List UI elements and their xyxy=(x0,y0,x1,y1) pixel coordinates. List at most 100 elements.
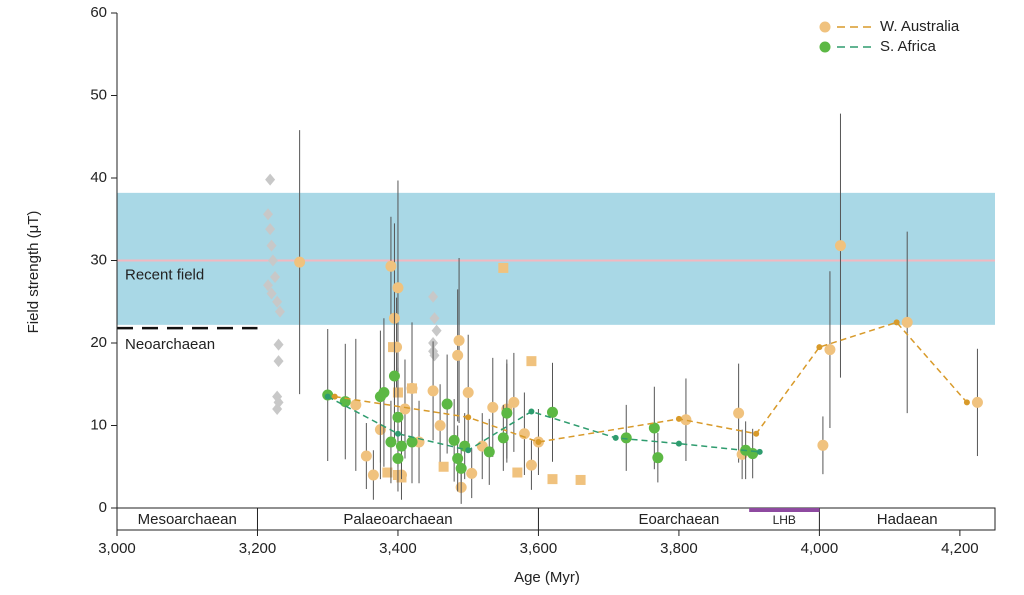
y-tick-label: 30 xyxy=(90,251,107,268)
circle-point xyxy=(452,349,464,361)
circle-point xyxy=(448,434,460,446)
x-tick-label: 4,000 xyxy=(801,540,839,557)
circle-point xyxy=(462,387,474,398)
square-point xyxy=(547,474,558,485)
trend-point xyxy=(756,448,763,455)
circle-point xyxy=(395,440,407,452)
trend-point xyxy=(675,415,682,422)
y-tick-label: 40 xyxy=(90,169,107,186)
square-point xyxy=(498,262,509,273)
trend-point xyxy=(675,440,682,447)
x-tick-label: 3,400 xyxy=(379,540,417,557)
lhb-bar xyxy=(749,508,820,512)
circle-point xyxy=(648,422,660,434)
recent-field-label: Recent field xyxy=(125,266,204,283)
epoch-label: Palaeoarchaean xyxy=(343,511,452,528)
lhb-label: LHB xyxy=(773,513,796,527)
legend-marker xyxy=(819,21,831,33)
y-tick-label: 10 xyxy=(90,416,107,433)
circle-point xyxy=(406,436,418,448)
circle-point xyxy=(971,396,983,408)
circle-point xyxy=(388,370,400,382)
circle-point xyxy=(525,459,537,471)
x-tick-label: 3,600 xyxy=(520,540,558,557)
circle-point xyxy=(452,453,464,464)
square-point xyxy=(526,356,537,367)
x-axis-label: Age (Myr) xyxy=(514,569,580,586)
circle-point xyxy=(483,446,495,458)
circle-point xyxy=(501,407,513,419)
recent-field-band xyxy=(117,192,995,325)
circle-point xyxy=(350,399,362,411)
diamond-point xyxy=(274,305,285,318)
diamond-point xyxy=(263,279,274,292)
legend-label: S. Africa xyxy=(880,38,937,55)
circle-point xyxy=(834,240,846,252)
legend-marker xyxy=(819,41,831,53)
legend-label: W. Australia xyxy=(880,18,960,35)
square-point xyxy=(388,342,399,353)
diamond-point xyxy=(272,295,283,308)
trend-point xyxy=(324,393,331,400)
diamond-point xyxy=(266,287,277,300)
trend-point xyxy=(893,319,900,326)
circle-point xyxy=(747,448,759,460)
diamond-point xyxy=(431,324,442,337)
circle-point xyxy=(434,420,446,431)
square-point xyxy=(438,461,449,472)
diamond-point xyxy=(267,254,278,267)
diamond-point xyxy=(266,239,277,252)
epoch-label: Eoarchaean xyxy=(638,511,719,528)
circle-point xyxy=(392,411,404,423)
trend-point xyxy=(535,439,542,445)
square-point xyxy=(407,383,418,394)
circle-point xyxy=(487,401,499,413)
circle-point xyxy=(392,453,404,464)
circle-point xyxy=(385,260,397,272)
diamond-point xyxy=(429,312,440,325)
circle-point xyxy=(652,452,664,464)
diamond-point xyxy=(270,271,281,283)
trend-line xyxy=(334,321,968,443)
trend-point xyxy=(528,408,535,415)
x-tick-label: 4,200 xyxy=(941,540,979,557)
circle-point xyxy=(546,406,558,418)
circle-point xyxy=(378,387,390,398)
circle-point xyxy=(620,432,632,444)
circle-point xyxy=(817,439,829,451)
trend-point xyxy=(465,447,472,454)
epoch-label: Hadaean xyxy=(877,511,938,528)
circle-point xyxy=(399,403,411,415)
diamond-point xyxy=(273,355,284,368)
circle-point xyxy=(901,316,913,328)
circle-point xyxy=(733,407,745,419)
circle-point xyxy=(497,432,509,444)
x-tick-label: 3,800 xyxy=(660,540,698,557)
trend-point xyxy=(816,344,823,351)
diamond-point xyxy=(272,403,283,415)
x-tick-label: 3,000 xyxy=(98,540,136,557)
epoch-label: Mesoarchaean xyxy=(138,511,237,528)
circle-point xyxy=(392,282,404,294)
circle-point xyxy=(294,256,306,268)
y-tick-label: 50 xyxy=(90,86,107,103)
diamond-point xyxy=(263,208,274,221)
diamond-point xyxy=(265,223,276,236)
circle-point xyxy=(453,335,465,347)
y-axis-label: Field strength (μT) xyxy=(25,211,42,334)
circle-point xyxy=(680,414,692,426)
circle-point xyxy=(385,436,397,448)
trend-point xyxy=(465,414,472,421)
circle-point xyxy=(360,450,372,462)
trend-point xyxy=(963,399,970,406)
square-point xyxy=(512,467,523,478)
circle-point xyxy=(367,469,379,481)
square-point xyxy=(382,467,393,478)
neoarchaean-label: Neoarchaean xyxy=(125,336,215,353)
x-tick-label: 3,200 xyxy=(239,540,277,557)
trend-point xyxy=(331,393,338,400)
trend-point xyxy=(612,434,619,441)
circle-point xyxy=(466,467,478,479)
trend-point xyxy=(394,430,401,437)
